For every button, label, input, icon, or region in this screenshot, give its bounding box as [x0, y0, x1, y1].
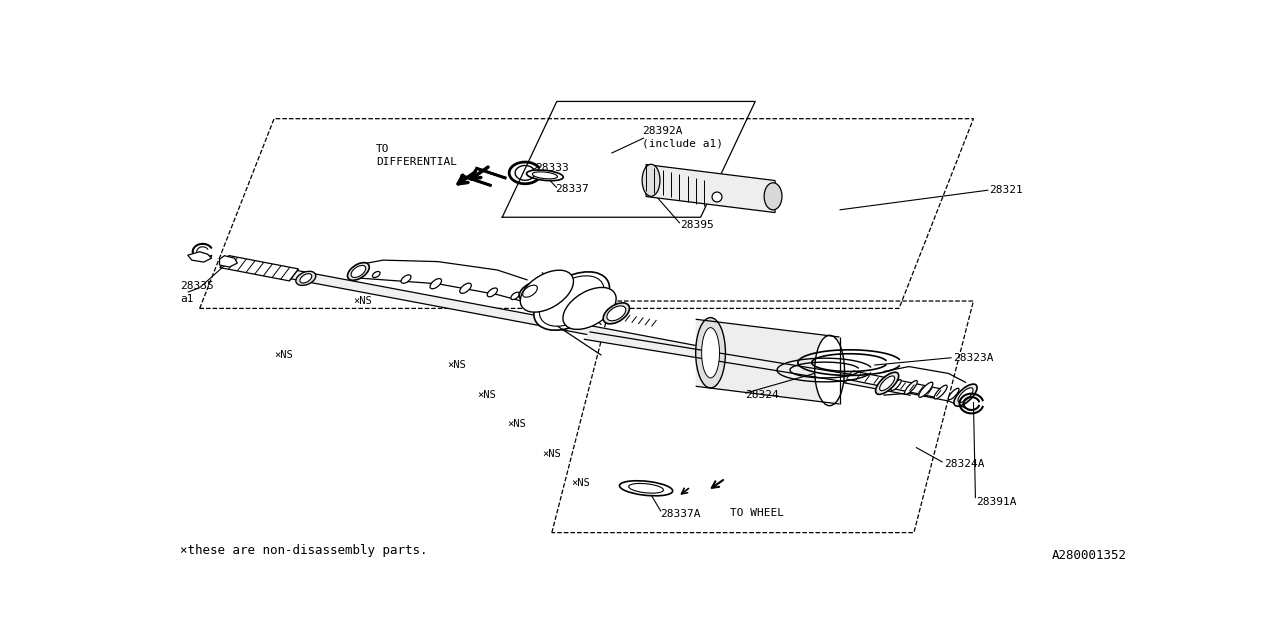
Ellipse shape [522, 285, 538, 297]
Text: 28321: 28321 [989, 185, 1023, 195]
Ellipse shape [351, 266, 366, 278]
Ellipse shape [401, 275, 411, 284]
Text: ×these are non-disassembly parts.: ×these are non-disassembly parts. [179, 545, 428, 557]
Ellipse shape [643, 164, 660, 196]
Ellipse shape [891, 380, 901, 390]
Polygon shape [584, 332, 852, 382]
Ellipse shape [814, 335, 845, 406]
Text: A280001352: A280001352 [1052, 549, 1128, 563]
Ellipse shape [539, 276, 604, 326]
Ellipse shape [879, 376, 895, 390]
Text: 28337: 28337 [554, 184, 589, 194]
Polygon shape [188, 252, 211, 262]
Ellipse shape [696, 317, 726, 388]
Ellipse shape [372, 271, 380, 278]
Text: 28337A: 28337A [660, 509, 700, 520]
Ellipse shape [532, 172, 558, 179]
Ellipse shape [520, 270, 573, 312]
Ellipse shape [520, 282, 541, 300]
Ellipse shape [954, 384, 977, 406]
Text: 28324: 28324 [745, 390, 780, 399]
Ellipse shape [563, 287, 616, 330]
Ellipse shape [300, 274, 312, 283]
Ellipse shape [460, 283, 471, 293]
Text: ×NS: ×NS [477, 390, 497, 399]
Polygon shape [646, 164, 776, 212]
Text: ×NS: ×NS [353, 296, 372, 306]
Text: TO WHEEL: TO WHEEL [731, 508, 785, 518]
Ellipse shape [701, 328, 719, 378]
Ellipse shape [876, 372, 899, 394]
Polygon shape [220, 255, 298, 281]
Ellipse shape [603, 303, 630, 324]
Polygon shape [696, 319, 840, 404]
Polygon shape [846, 371, 942, 397]
Ellipse shape [430, 278, 442, 289]
Ellipse shape [526, 170, 563, 180]
Text: ×NS: ×NS [448, 360, 466, 370]
Text: 28323A: 28323A [954, 353, 995, 363]
Ellipse shape [534, 272, 609, 330]
Ellipse shape [957, 388, 973, 403]
Ellipse shape [607, 306, 626, 321]
Ellipse shape [628, 483, 663, 493]
Ellipse shape [712, 192, 722, 202]
Ellipse shape [488, 288, 498, 297]
Ellipse shape [934, 385, 947, 399]
Polygon shape [221, 257, 916, 396]
Text: ×NS: ×NS [541, 449, 561, 459]
Text: 28392A
(include a1): 28392A (include a1) [643, 125, 723, 148]
Text: 28391A: 28391A [977, 497, 1016, 507]
Text: ×NS: ×NS [274, 350, 293, 360]
Text: TO
DIFFERENTIAL: TO DIFFERENTIAL [376, 145, 457, 167]
Polygon shape [220, 256, 237, 267]
Ellipse shape [511, 292, 520, 300]
Ellipse shape [948, 388, 959, 400]
Text: 28395: 28395 [680, 220, 713, 230]
Text: 28333: 28333 [535, 163, 568, 173]
Ellipse shape [905, 381, 918, 394]
Ellipse shape [347, 262, 370, 280]
Ellipse shape [919, 382, 933, 397]
Text: ×NS: ×NS [572, 478, 590, 488]
Text: 28335
a1: 28335 a1 [179, 282, 214, 304]
Ellipse shape [296, 271, 316, 285]
Text: ×NS: ×NS [507, 419, 526, 429]
Ellipse shape [620, 481, 673, 496]
Text: 28324A: 28324A [943, 459, 984, 468]
Ellipse shape [764, 183, 782, 210]
